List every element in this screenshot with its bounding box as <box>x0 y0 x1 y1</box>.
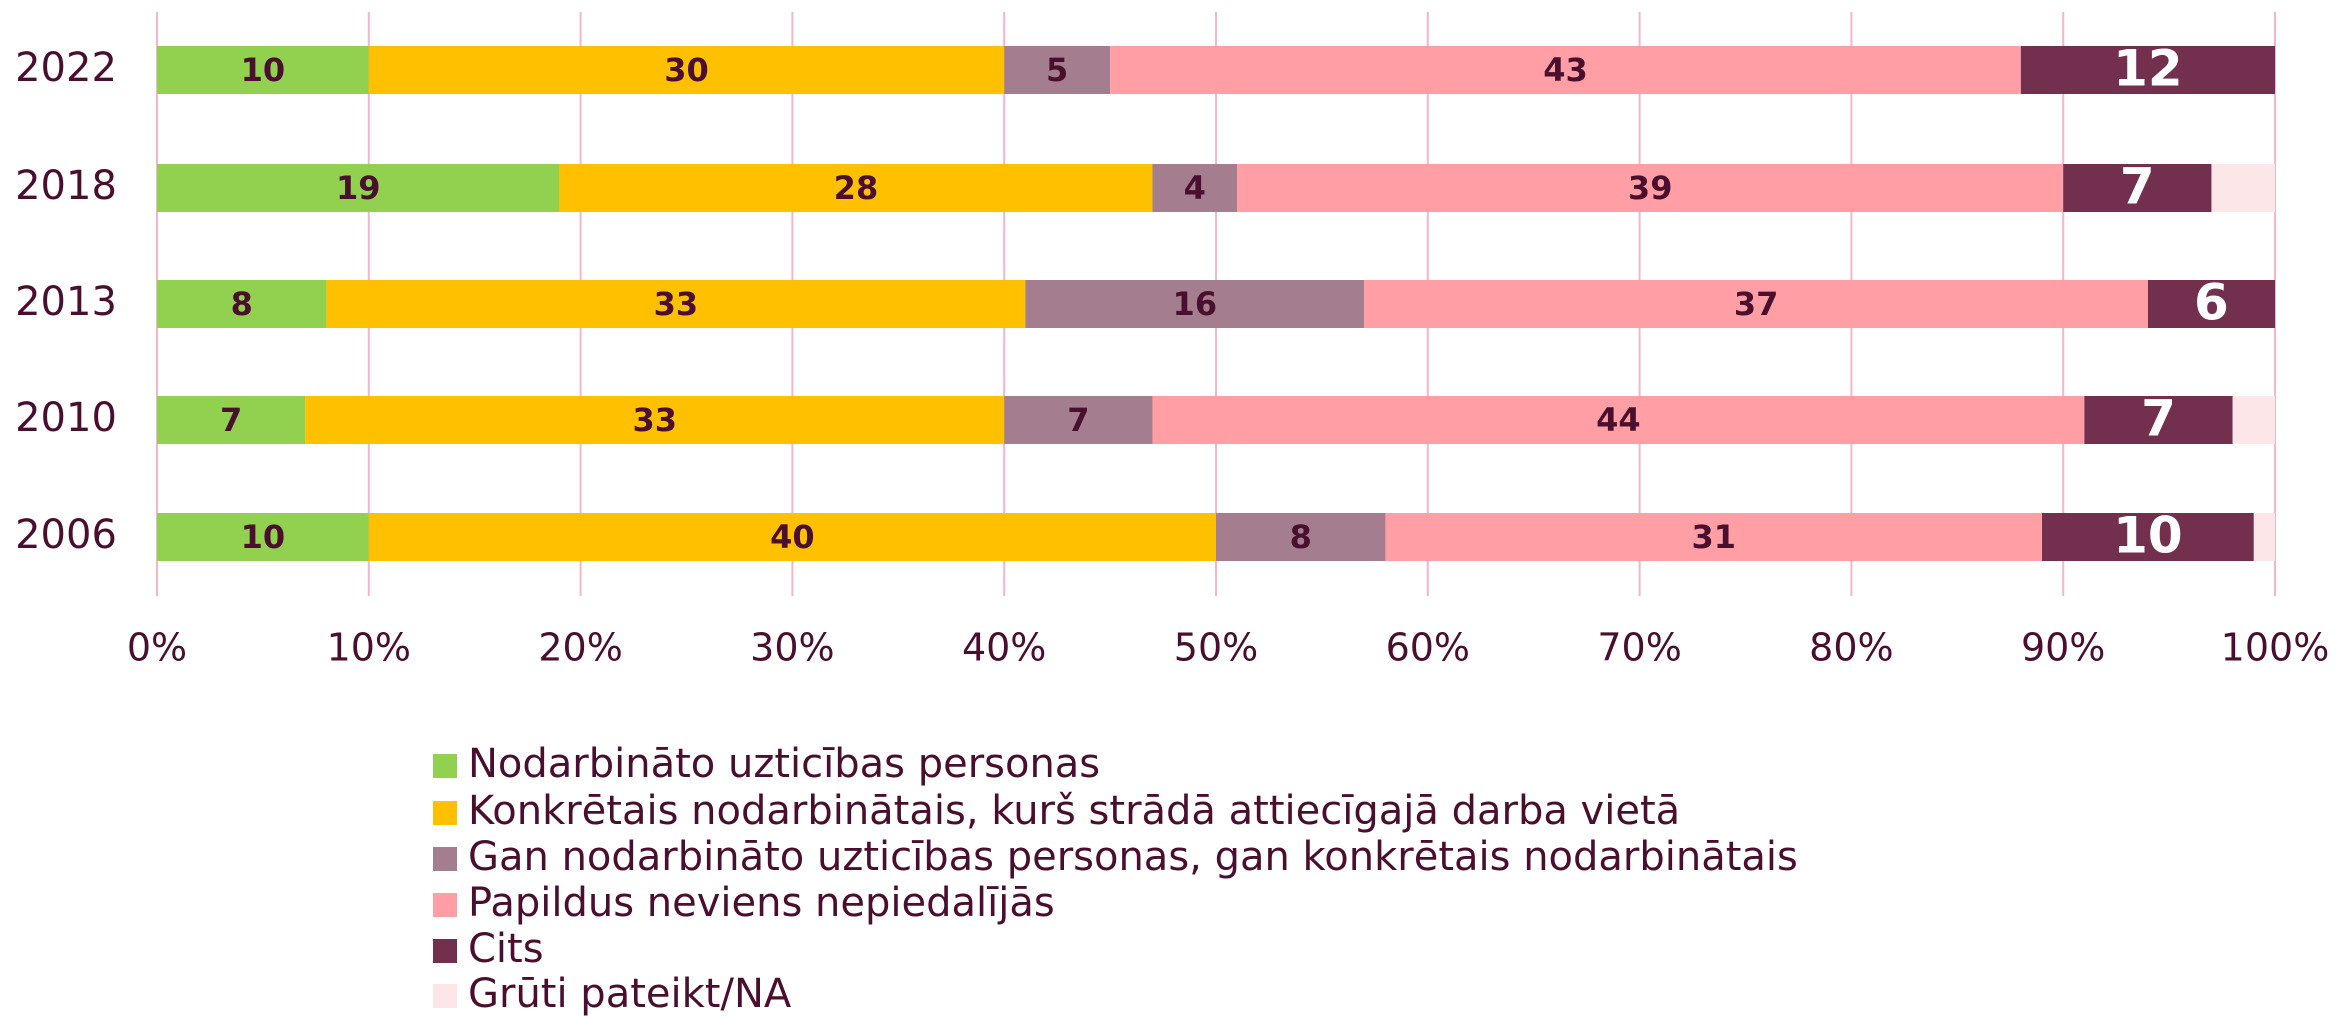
data-label: 10 <box>2113 507 2183 565</box>
legend-label: Cits <box>468 926 544 972</box>
data-label: 12 <box>2113 40 2183 98</box>
bar-segment <box>1152 396 2085 444</box>
x-tick-label: 30% <box>750 626 834 670</box>
bar-segment <box>2020 46 2275 94</box>
y-tick-label: 2018 <box>15 163 117 209</box>
bar-segment <box>157 396 306 444</box>
data-label: 7 <box>1067 401 1089 439</box>
data-label: 10 <box>241 518 286 556</box>
y-tick-label: 2010 <box>15 395 117 441</box>
data-label: 39 <box>1628 169 1673 207</box>
x-tick-label: 80% <box>1809 626 1893 670</box>
data-label: 16 <box>1173 285 1218 323</box>
legend-swatch <box>433 847 457 871</box>
bar-segment <box>2232 396 2275 444</box>
data-label: 37 <box>1734 285 1779 323</box>
legend-swatch <box>433 939 457 963</box>
data-label: 5 <box>1046 51 1068 89</box>
bar-segment <box>157 280 327 328</box>
bar-segment <box>157 164 560 212</box>
bar-segment <box>1216 513 1386 561</box>
bar-segment <box>2253 513 2275 561</box>
data-label: 8 <box>1290 518 1312 556</box>
data-label: 44 <box>1596 401 1641 439</box>
legend-swatch <box>433 801 457 825</box>
bar-segment <box>1385 513 2043 561</box>
bar-segment <box>157 513 369 561</box>
bar-segment <box>1004 396 1153 444</box>
x-tick-label: 0% <box>127 626 187 670</box>
x-tick-label: 100% <box>2221 626 2330 670</box>
bar-segment <box>1025 280 1365 328</box>
data-label: 19 <box>336 169 381 207</box>
data-label: 4 <box>1184 169 1206 207</box>
data-label: 43 <box>1543 51 1588 89</box>
legend-label: Papildus neviens nepiedalījās <box>468 880 1055 926</box>
x-tick-label: 90% <box>2021 626 2105 670</box>
legend-label: Konkrētais nodarbinātais, kurš strādā at… <box>468 788 1680 834</box>
x-tick-label: 20% <box>538 626 622 670</box>
data-label: 7 <box>2120 158 2155 216</box>
data-label: 30 <box>664 51 709 89</box>
legend-label: Gan nodarbināto uzticības personas, gan … <box>468 834 1798 880</box>
bar-segment <box>2042 513 2254 561</box>
data-label: 7 <box>220 401 242 439</box>
bar-segment <box>1237 164 2064 212</box>
bar-segment <box>305 396 1005 444</box>
legend-label: Grūti pateikt/NA <box>468 971 792 1017</box>
legend-label: Nodarbināto uzticības personas <box>468 741 1100 787</box>
bar-segment <box>2211 164 2275 212</box>
legend-swatch <box>433 893 457 917</box>
data-label: 33 <box>654 285 699 323</box>
data-label: 7 <box>2141 390 2176 448</box>
bar-segment <box>1110 46 2021 94</box>
data-label: 10 <box>241 51 286 89</box>
x-tick-label: 40% <box>962 626 1046 670</box>
bar-segment <box>1152 164 1238 212</box>
data-label: 28 <box>834 169 879 207</box>
bar-segment <box>368 513 1216 561</box>
bar-segment <box>2147 280 2275 328</box>
bar-segment <box>2084 396 2233 444</box>
x-tick-label: 10% <box>327 626 411 670</box>
data-label: 31 <box>1691 518 1736 556</box>
bar-segment <box>326 280 1026 328</box>
x-tick-label: 60% <box>1386 626 1470 670</box>
bar-segment <box>368 46 1005 94</box>
data-label: 8 <box>231 285 253 323</box>
bar-segment <box>157 46 369 94</box>
bar-segment <box>1364 280 2148 328</box>
legend-swatch <box>433 984 457 1008</box>
bar-segment <box>1004 46 1111 94</box>
data-label: 33 <box>632 401 677 439</box>
y-tick-label: 2022 <box>15 45 117 91</box>
y-tick-label: 2013 <box>15 279 117 325</box>
legend-swatch <box>433 754 457 778</box>
bar-segment <box>559 164 1153 212</box>
data-label: 40 <box>770 518 815 556</box>
bar-segment <box>2063 164 2212 212</box>
x-tick-label: 50% <box>1174 626 1258 670</box>
x-tick-label: 70% <box>1597 626 1681 670</box>
y-tick-label: 2006 <box>15 512 117 558</box>
data-label: 6 <box>2194 274 2229 332</box>
